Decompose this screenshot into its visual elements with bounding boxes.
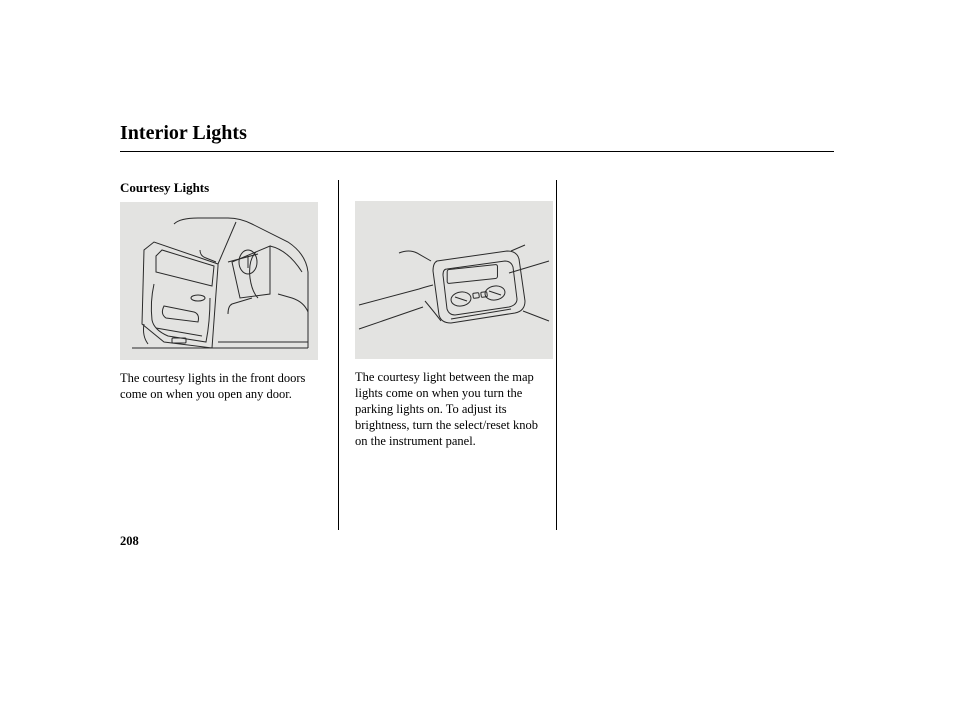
- page-title: Interior Lights: [120, 122, 834, 145]
- subheading-courtesy-lights: Courtesy Lights: [120, 180, 322, 196]
- page-number: 208: [120, 534, 139, 549]
- col2-spacer: [355, 180, 540, 201]
- manual-page: Interior Lights Courtesy Lights: [0, 0, 954, 710]
- column-2: The courtesy light between the map light…: [338, 180, 556, 530]
- title-rule: [120, 151, 834, 152]
- column-1: Courtesy Lights: [120, 180, 338, 530]
- column-3: [556, 180, 774, 530]
- column-container: Courtesy Lights: [120, 180, 834, 530]
- illustration-ceiling-console: [355, 201, 553, 359]
- paragraph-col2: The courtesy light between the map light…: [355, 369, 540, 449]
- door-open-svg: [120, 202, 318, 360]
- illustration-door-open: [120, 202, 318, 360]
- paragraph-col1: The courtesy lights in the front doors c…: [120, 370, 322, 402]
- ceiling-console-svg: [355, 201, 553, 359]
